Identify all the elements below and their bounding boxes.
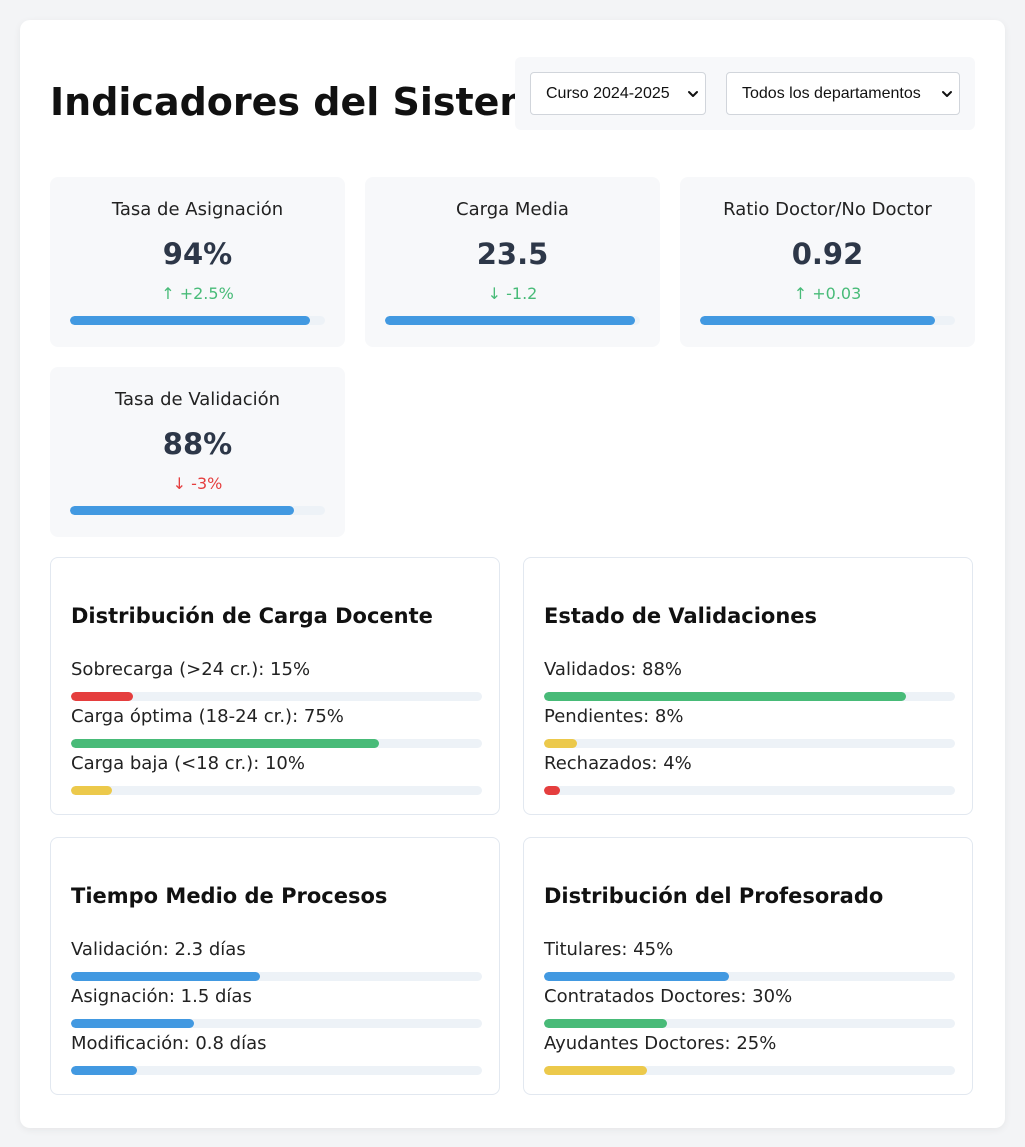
progress-bar [544, 786, 955, 795]
progress-bar [70, 506, 325, 515]
metric-label: Carga óptima (18-24 cr.): 75% [71, 706, 344, 727]
progress-bar [70, 316, 325, 325]
filters-bar: Curso 2024-2025 Todos los departamentos [515, 57, 975, 130]
course-select[interactable]: Curso 2024-2025 [530, 72, 706, 115]
progress-bar [71, 786, 482, 795]
progress-fill [71, 1066, 137, 1075]
section-title: Distribución de Carga Docente [71, 604, 433, 628]
stat-value: 94% [162, 237, 233, 271]
progress-bar [71, 1019, 482, 1028]
progress-bar [71, 692, 482, 701]
progress-fill [71, 739, 380, 748]
metric-label: Pendientes: 8% [544, 706, 684, 727]
stat-card-ratio-doctor: Ratio Doctor/No Doctor 0.92 ↑ +0.03 [680, 177, 975, 347]
stat-trend: ↓ -1.2 [487, 284, 538, 303]
progress-fill [385, 316, 635, 325]
chevron-down-icon [688, 91, 698, 97]
progress-fill [544, 786, 561, 795]
section-title: Distribución del Profesorado [544, 884, 884, 908]
progress-fill [71, 786, 113, 795]
progress-fill [71, 692, 133, 701]
metric-label: Titulares: 45% [544, 939, 674, 960]
progress-bar [71, 1066, 482, 1075]
stat-label: Carga Media [456, 199, 569, 220]
stat-card-asignacion: Tasa de Asignación 94% ↑ +2.5% [50, 177, 345, 347]
stat-value: 23.5 [476, 237, 549, 271]
progress-bar [385, 316, 640, 325]
section-validaciones: Estado de Validaciones Validados: 88% Pe… [523, 557, 973, 815]
stat-label: Ratio Doctor/No Doctor [723, 199, 932, 220]
department-select-value: Todos los departamentos [742, 84, 921, 102]
progress-bar [544, 1066, 955, 1075]
stat-trend: ↓ -3% [172, 474, 223, 493]
stat-trend: ↑ +0.03 [793, 284, 862, 303]
progress-bar [544, 692, 955, 701]
metric-label: Contratados Doctores: 30% [544, 986, 793, 1007]
stat-card-carga-media: Carga Media 23.5 ↓ -1.2 [365, 177, 660, 347]
metric-label: Modificación: 0.8 días [71, 1033, 267, 1054]
metric-label: Asignación: 1.5 días [71, 986, 252, 1007]
dashboard-panel: Indicadores del Sistema Curso 2024-2025 … [20, 20, 1005, 1128]
progress-bar [544, 739, 955, 748]
progress-bar [700, 316, 955, 325]
stat-value: 0.92 [791, 237, 864, 271]
metric-label: Validación: 2.3 días [71, 939, 246, 960]
stat-label: Tasa de Validación [114, 389, 281, 410]
progress-fill [544, 1066, 647, 1075]
metric-label: Rechazados: 4% [544, 753, 692, 774]
progress-fill [544, 739, 577, 748]
metric-label: Carga baja (<18 cr.): 10% [71, 753, 305, 774]
section-profesorado: Distribución del Profesorado Titulares: … [523, 837, 973, 1095]
stat-trend: ↑ +2.5% [161, 284, 234, 303]
stat-label: Tasa de Asignación [111, 199, 284, 220]
department-select[interactable]: Todos los departamentos [726, 72, 960, 115]
metric-label: Sobrecarga (>24 cr.): 15% [71, 659, 311, 680]
progress-bar [71, 972, 482, 981]
progress-fill [71, 972, 261, 981]
chevron-down-icon [942, 91, 952, 97]
progress-bar [544, 972, 955, 981]
progress-fill [70, 506, 295, 515]
progress-fill [544, 972, 729, 981]
metric-label: Validados: 88% [544, 659, 683, 680]
progress-fill [71, 1019, 195, 1028]
progress-fill [544, 692, 906, 701]
stat-value: 88% [162, 427, 233, 461]
progress-fill [70, 316, 310, 325]
progress-fill [700, 316, 935, 325]
section-title: Estado de Validaciones [544, 604, 818, 628]
course-select-value: Curso 2024-2025 [546, 84, 670, 102]
section-carga-docente: Distribución de Carga Docente Sobrecarga… [50, 557, 500, 815]
page-title: Indicadores del Sistema [50, 80, 565, 124]
section-title: Tiempo Medio de Procesos [71, 884, 388, 908]
metric-label: Ayudantes Doctores: 25% [544, 1033, 777, 1054]
stat-card-validacion: Tasa de Validación 88% ↓ -3% [50, 367, 345, 537]
progress-fill [544, 1019, 668, 1028]
progress-bar [71, 739, 482, 748]
progress-bar [544, 1019, 955, 1028]
section-tiempo-procesos: Tiempo Medio de Procesos Validación: 2.3… [50, 837, 500, 1095]
